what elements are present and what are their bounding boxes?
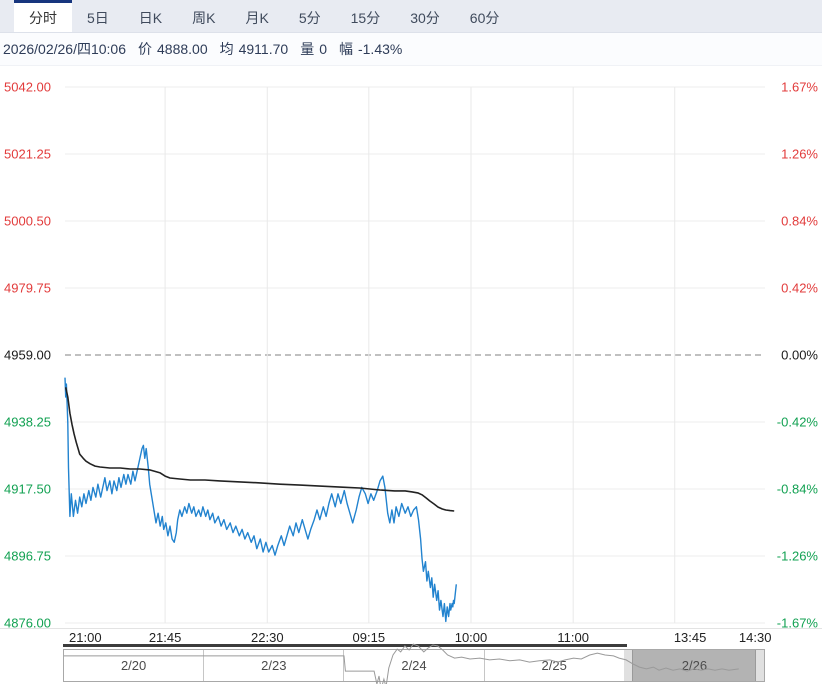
date-navigator[interactable]: 2/20 2/23 2/24 2/25 2/26	[63, 643, 765, 684]
percent-axis-label: 1.67%	[781, 79, 818, 95]
change-label: 幅	[338, 41, 353, 57]
percent-axis-label: 0.00%	[781, 347, 818, 363]
navigator-day-label: 2/26	[681, 658, 708, 673]
period-tab[interactable]: 周K	[192, 9, 216, 26]
quote-datetime: 2026/02/26/四10:06	[3, 41, 126, 57]
avg-value: 4911.70	[238, 41, 289, 57]
navigator-day-label: 2/23	[261, 658, 287, 673]
quote-change: 幅 -1.43%	[339, 39, 402, 59]
intraday-chart[interactable]: 5042.00 1.67% 5021.25 1.26% 5000.50 0.84% 4979…	[0, 66, 822, 631]
chart-canvas[interactable]	[0, 66, 822, 628]
volume-value: 0	[319, 41, 327, 57]
navigator-day-cell[interactable]: 2/23	[204, 650, 345, 681]
navigator-day-cell[interactable]: 2/25	[485, 650, 625, 681]
price-axis-label: 4896.75	[4, 548, 51, 564]
time-axis-label: 21:45	[148, 630, 182, 645]
percent-axis-label: 0.84%	[781, 213, 818, 229]
period-tabbar: 分时 5日 日K 周K 月K 5分 15分 30分 60分	[0, 0, 822, 33]
period-tab[interactable]: 5日	[87, 9, 109, 26]
time-axis-label: 09:15	[352, 630, 386, 645]
navigator-left-handle[interactable]	[624, 650, 633, 681]
price-axis-label: 4917.50	[4, 481, 51, 497]
quote-price: 价 4888.00	[138, 39, 208, 59]
navigator-day-label: 2/24	[401, 658, 427, 673]
time-axis-label: 10:00	[454, 630, 488, 645]
percent-axis-label: -1.26%	[776, 548, 818, 564]
time-axis-label: 22:30	[251, 630, 284, 645]
period-tab[interactable]: 15分	[350, 9, 381, 26]
navigator-right-handle[interactable]	[755, 650, 764, 681]
avg-label: 均	[219, 41, 234, 57]
price-axis-label: 5021.25	[4, 146, 51, 162]
period-tab[interactable]: 日K	[138, 9, 163, 26]
price-axis-label: 4938.25	[4, 414, 51, 430]
period-tab[interactable]: 分时	[14, 0, 72, 32]
percent-axis-label: -0.84%	[776, 481, 818, 497]
price-label: 价	[138, 41, 152, 57]
percent-axis-label: 1.26%	[781, 146, 818, 162]
percent-axis-label: -0.42%	[776, 414, 818, 430]
navigator-day-cell[interactable]: 2/20	[64, 650, 205, 681]
navigator-day-label: 2/20	[120, 658, 147, 673]
period-tab[interactable]: 30分	[410, 9, 440, 26]
price-axis-label: 4979.75	[4, 280, 51, 296]
time-axis-label: 14:30	[738, 630, 772, 645]
time-axis-label: 13:45	[673, 630, 707, 645]
navigator-day-cell[interactable]: 2/24	[344, 650, 485, 681]
price-axis-label: 5042.00	[4, 79, 51, 95]
quote-average: 均 4911.70	[220, 39, 289, 59]
time-axis: 21:00 21:45 22:30 09:15 10:00 11:00 13:45 14:30	[0, 628, 822, 647]
price-axis-label: 5000.50	[4, 213, 51, 229]
volume-label: 量	[300, 41, 315, 57]
navigator-day-label: 2/25	[541, 658, 567, 673]
price-axis-label: 4959.00	[4, 347, 51, 363]
period-tab[interactable]: 60分	[469, 9, 500, 26]
time-axis-label: 21:00	[69, 630, 102, 645]
change-value: -1.43%	[357, 41, 403, 57]
price-value: 4888.00	[157, 41, 208, 57]
period-tab[interactable]: 月K	[245, 9, 269, 26]
time-axis-label: 11:00	[557, 630, 589, 645]
navigator-area: 2/20 2/23 2/24 2/25 2/26	[0, 643, 822, 684]
percent-axis-label: -1.67%	[776, 615, 818, 631]
period-tab[interactable]: 5分	[298, 9, 321, 26]
price-axis-label: 4876.00	[4, 615, 51, 631]
percent-axis-label: 0.42%	[781, 280, 818, 296]
